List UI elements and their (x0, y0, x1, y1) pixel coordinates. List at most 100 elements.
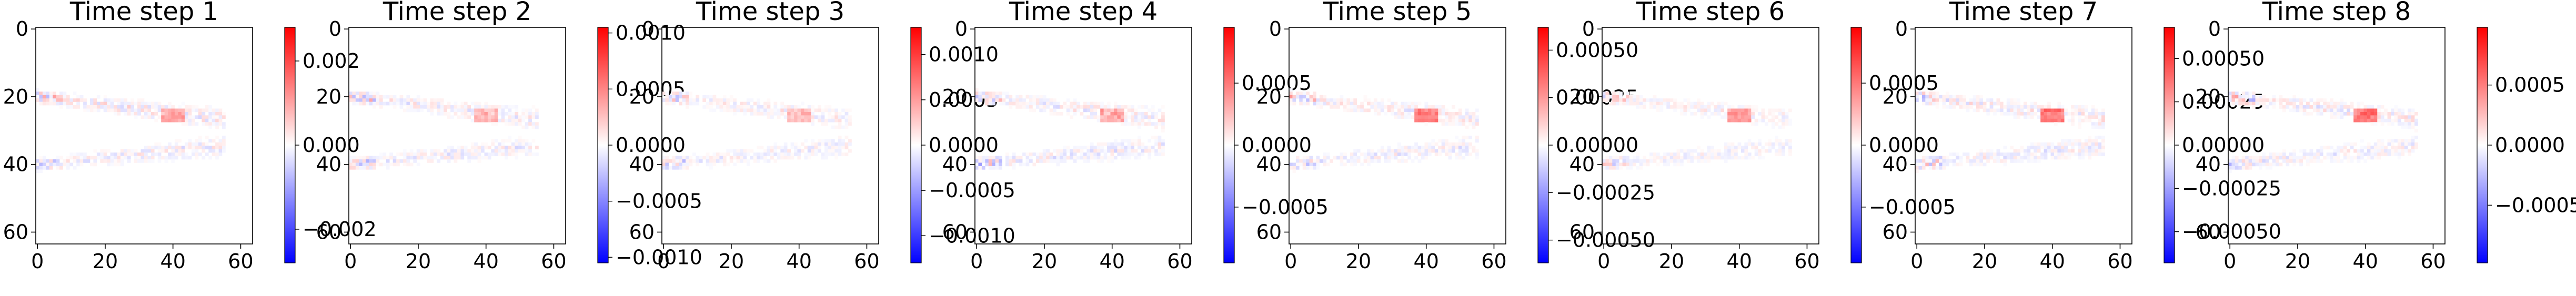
heatmap-cell (1448, 118, 1452, 123)
heatmap-cell (1025, 101, 1030, 106)
heatmap-cell (212, 152, 216, 156)
heatmap-cell (2238, 98, 2242, 102)
heatmap-cell (2006, 98, 2010, 102)
heatmap-cell (780, 108, 784, 113)
heatmap-cell (757, 159, 760, 163)
heatmap-cell (2081, 105, 2085, 109)
heatmap-cell (1360, 108, 1364, 113)
heatmap-cell (1009, 101, 1013, 106)
heatmap-cell (2027, 111, 2031, 116)
heatmap-cell (130, 152, 134, 156)
heatmap-cell (2101, 142, 2105, 146)
heatmap-cell (2330, 98, 2333, 102)
heatmap-cell (1700, 156, 1704, 160)
heatmap-cell (1158, 142, 1162, 146)
heatmap-cell (511, 105, 515, 109)
heatmap-cell (2010, 152, 2014, 156)
heatmap-cell (100, 105, 104, 109)
heatmap-cell (144, 159, 148, 163)
heatmap-cell (2276, 98, 2279, 102)
heatmap-cell (686, 162, 689, 167)
heatmap-cell (117, 101, 121, 106)
heatmap-cell (2040, 146, 2044, 150)
heatmap-cell (2013, 111, 2017, 116)
heatmap-cell (355, 162, 359, 167)
heatmap-cell (783, 115, 788, 119)
heatmap-cell (481, 156, 485, 160)
heatmap-cell (406, 156, 410, 160)
heatmap-cell (848, 115, 852, 119)
heatmap-cell (995, 91, 999, 96)
colorbar-tick-label: −0.0005 (929, 179, 1015, 202)
heatmap-cell (1999, 101, 2004, 106)
heatmap-cell (1343, 162, 1347, 167)
heatmap-cell (161, 146, 165, 150)
heatmap-cell (1113, 115, 1118, 119)
heatmap-cell (2272, 95, 2276, 99)
heatmap-cell (1070, 152, 1073, 156)
heatmap-cell (1141, 146, 1145, 150)
heatmap-cell (450, 108, 454, 113)
heatmap-cell (2027, 159, 2031, 163)
heatmap-cell (2370, 156, 2374, 160)
heatmap-cell (1380, 149, 1384, 153)
heatmap-cell (780, 146, 784, 150)
heatmap-cell (2024, 105, 2027, 109)
heatmap-cell (1012, 98, 1016, 102)
heatmap-cell (773, 101, 778, 106)
heatmap-cell (1626, 156, 1629, 160)
heatmap-cell (1438, 108, 1442, 113)
heatmap-cell (1714, 105, 1718, 109)
heatmap-cell (2095, 146, 2098, 150)
heatmap-cell (454, 105, 458, 109)
heatmap-cell (127, 149, 131, 153)
heatmap-cell (1778, 149, 1782, 153)
heatmap-cell (511, 146, 515, 150)
heatmap-cell (164, 111, 168, 116)
heatmap-cell (2252, 101, 2256, 106)
heatmap-cell (780, 156, 784, 160)
heatmap-cell (828, 142, 832, 146)
heatmap-cell (2258, 156, 2262, 160)
heatmap-cell (1690, 149, 1694, 153)
heatmap-cell (2377, 156, 2381, 160)
heatmap-cell (1720, 152, 1725, 156)
heatmap-cell (110, 159, 114, 163)
heatmap-cell (800, 118, 804, 123)
heatmap-cell (1323, 98, 1327, 102)
heatmap-cell (362, 95, 366, 99)
heatmap-cell (2333, 101, 2337, 106)
heatmap-cell (1053, 156, 1056, 160)
heatmap-cell (807, 152, 811, 156)
heatmap-cell (460, 101, 465, 106)
heatmap-cell (2373, 146, 2378, 150)
heatmap-cell (457, 146, 461, 150)
heatmap-cell (763, 101, 767, 106)
heatmap-cell (79, 98, 84, 102)
heatmap-cell (1394, 152, 1398, 156)
heatmap-cell (2245, 91, 2249, 96)
heatmap-cell (773, 111, 778, 116)
heatmap-cell (753, 111, 757, 116)
heatmap-cell (2231, 101, 2236, 106)
heatmap-cell (736, 156, 740, 160)
heatmap-cell (1397, 115, 1401, 119)
heatmap-cell (1158, 139, 1162, 143)
heatmap-cell (992, 91, 995, 96)
heatmap-cell (1387, 108, 1391, 113)
heatmap-cell (2350, 142, 2354, 146)
heatmap-cell (376, 156, 380, 160)
heatmap-cell (2238, 95, 2242, 99)
heatmap-cell (222, 139, 226, 143)
heatmap-cell (2323, 98, 2327, 102)
heatmap-cell (2078, 125, 2081, 129)
heatmap-cell (508, 122, 512, 126)
heatmap-cell (525, 115, 529, 119)
heatmap-cell (1407, 149, 1412, 153)
heatmap-cell (1768, 111, 1772, 116)
heatmap-cell (399, 98, 404, 102)
heatmap-cell (2030, 159, 2034, 163)
heatmap-cell (682, 162, 686, 167)
heatmap-cell (202, 108, 206, 113)
